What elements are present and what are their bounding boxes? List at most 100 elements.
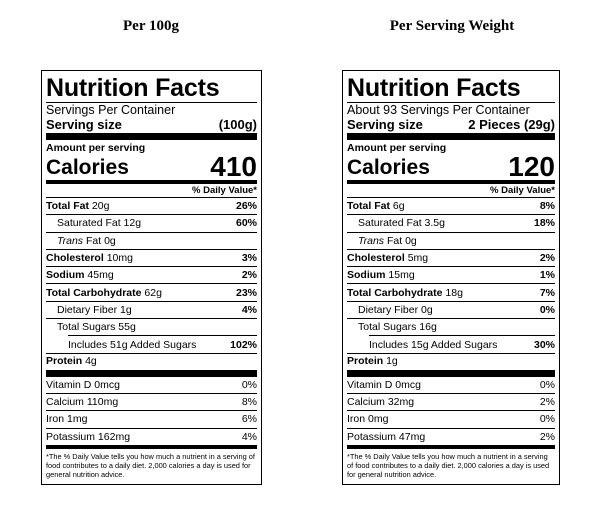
saturated-fat-row: Saturated Fat 12g 60%: [46, 214, 257, 231]
nutrient-dv: 3%: [241, 252, 257, 265]
cholesterol-row: Cholesterol 10mg 3%: [46, 248, 257, 266]
nutrient-label: Iron 1mg: [46, 413, 88, 426]
nutrient-amount: 0g: [421, 303, 433, 316]
total-carbohydrate-row: Total Carbohydrate 18g 7%: [347, 283, 555, 300]
nutrition-facts-title: Nutrition Facts: [347, 74, 521, 102]
sodium-row: Sodium 45mg 2%: [46, 266, 257, 283]
serving-size-label: Serving size: [347, 117, 423, 132]
nutrient-label: Iron 0mg: [347, 413, 389, 426]
nutrient-label: Trans: [57, 234, 84, 247]
nutrient-dv: 0%: [539, 303, 555, 316]
nutrition-label-per-serving: Nutrition Facts About 93 Servings Per Co…: [342, 70, 560, 485]
dietary-fiber-row: Dietary Fiber 1g 4%: [46, 300, 257, 318]
nutrient-dv: 23%: [235, 286, 257, 299]
footnote: *The % Daily Value tells you how much a …: [46, 451, 255, 479]
nutrient-dv: 18%: [533, 217, 555, 230]
nutrient-amount: 45mg: [87, 269, 114, 282]
daily-value-header: % Daily Value*: [192, 185, 257, 196]
nutrient-label: Sodium: [46, 269, 85, 282]
divider-thick: [46, 133, 257, 140]
divider-thick: [46, 369, 257, 377]
nutrient-label: Saturated Fat: [57, 217, 121, 230]
amount-per-serving: Amount per serving: [46, 142, 146, 154]
serving-size-label: Serving size: [46, 117, 122, 132]
nutrient-label: Calcium 110mg: [46, 396, 119, 409]
nutrient-label: Total Fat: [46, 200, 89, 213]
protein-row: Protein 1g: [347, 352, 555, 369]
divider-thick: [347, 369, 555, 377]
nutrient-label: Protein: [347, 355, 384, 368]
nutrient-label: Potassium 47mg: [347, 430, 426, 443]
nutrient-amount: Fat 0g: [386, 234, 417, 247]
heading-per-100g: Per 100g: [123, 18, 179, 34]
nutrient-dv: 26%: [235, 200, 257, 213]
sodium-row: Sodium 15mg 1%: [347, 266, 555, 283]
vitamin-d-row: Vitamin D 0mcg 0%: [347, 377, 555, 393]
divider-medium: [46, 444, 257, 449]
calories-value: 410: [210, 151, 257, 182]
calories-value: 120: [508, 151, 555, 182]
added-sugars-row: Includes 51g Added Sugars 102%: [46, 336, 257, 352]
heading-per-serving: Per Serving Weight: [389, 18, 515, 34]
nutrient-dv: 0%: [241, 378, 257, 391]
nutrient-amount: 62g: [144, 286, 162, 299]
nutrient-amount: 5mg: [407, 252, 429, 265]
added-sugars-row: Includes 15g Added Sugars 30%: [347, 336, 555, 352]
nutrient-amount: 16g: [419, 321, 437, 334]
nutrient-amount: 18g: [445, 286, 463, 299]
nutrient-dv: 6%: [241, 413, 257, 426]
nutrient-amount: 20g: [91, 200, 110, 213]
nutrient-dv: 60%: [235, 217, 257, 230]
nutrient-amount: 1g: [120, 303, 132, 316]
divider-thick: [347, 133, 555, 140]
trans-fat-row: Trans Fat 0g: [46, 231, 257, 249]
footnote: *The % Daily Value tells you how much a …: [347, 451, 550, 479]
nutrient-label: Dietary Fiber: [358, 303, 419, 316]
nutrient-label: Cholesterol: [46, 252, 104, 265]
nutrient-label: Vitamin D 0mcg: [46, 378, 120, 391]
nutrient-label: Includes 51g Added Sugars: [68, 338, 197, 351]
potassium-row: Potassium 162mg 4%: [46, 427, 257, 445]
total-carbohydrate-row: Total Carbohydrate 62g 23%: [46, 283, 257, 300]
calories-row: Calories 410: [46, 151, 257, 182]
iron-row: Iron 1mg 6%: [46, 410, 257, 427]
nutrient-dv: 0%: [539, 378, 555, 391]
nutrient-label: Total Sugars: [57, 321, 116, 334]
iron-row: Iron 0mg 0%: [347, 410, 555, 427]
nutrient-label: Total Carbohydrate: [46, 286, 142, 299]
nutrient-dv: 8%: [539, 200, 555, 213]
amount-per-serving: Amount per serving: [347, 142, 447, 154]
total-fat-row: Total Fat 6g 8%: [347, 197, 555, 214]
nutrient-amount: 12g: [123, 217, 142, 230]
nutrient-amount: 1g: [386, 355, 398, 368]
total-sugars-row: Total Sugars 16g: [347, 318, 555, 335]
cholesterol-row: Cholesterol 5mg 2%: [347, 248, 555, 266]
nutrient-dv: 4%: [241, 430, 257, 443]
nutrient-amount: 4g: [85, 355, 97, 368]
nutrient-label: Trans: [358, 234, 385, 247]
serving-size-row: Serving size 2 Pieces (29g): [347, 117, 555, 132]
serving-size-row: Serving size (100g): [46, 117, 257, 132]
nutrient-label: Total Carbohydrate: [347, 286, 443, 299]
nutrient-label: Cholesterol: [347, 252, 405, 265]
divider: [347, 102, 555, 103]
nutrient-amount: 10mg: [106, 252, 133, 265]
nutrient-label: Total Sugars: [358, 321, 417, 334]
divider: [46, 102, 257, 103]
nutrient-dv: 102%: [230, 338, 257, 351]
nutrient-label: Calcium 32mg: [347, 396, 415, 409]
nutrient-dv: 4%: [241, 303, 257, 316]
nutrient-label: Potassium 162mg: [46, 430, 131, 443]
nutrition-label-per-100g: Nutrition Facts Servings Per Container S…: [41, 70, 262, 485]
protein-row: Protein 4g: [46, 352, 257, 369]
calcium-row: Calcium 110mg 8%: [46, 392, 257, 410]
daily-value-header: % Daily Value*: [490, 185, 555, 196]
nutrient-amount: Fat 0g: [85, 234, 116, 247]
nutrient-label: Total Fat: [347, 200, 390, 213]
nutrient-dv: 2%: [539, 396, 555, 409]
nutrient-label: Protein: [46, 355, 83, 368]
total-sugars-row: Total Sugars 55g: [46, 318, 257, 335]
vitamin-d-row: Vitamin D 0mcg 0%: [46, 377, 257, 393]
nutrient-label: Sodium: [347, 269, 386, 282]
divider-medium: [347, 444, 555, 449]
